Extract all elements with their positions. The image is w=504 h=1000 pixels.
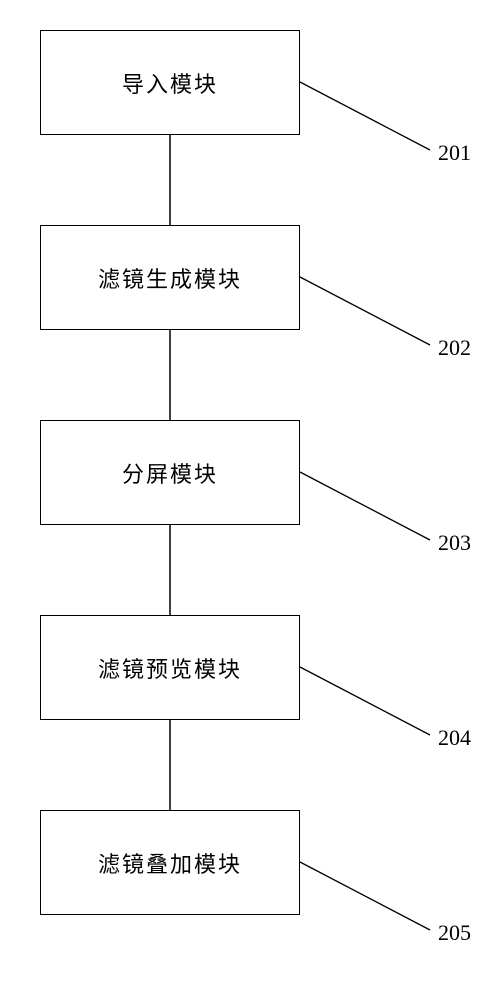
leader-202 (300, 277, 430, 345)
flow-node-label: 滤镜预览模块 (98, 652, 242, 684)
flow-node-split: 分屏模块 (40, 420, 300, 525)
leader-204 (300, 667, 430, 735)
diagram-canvas: 导入模块 滤镜生成模块 分屏模块 滤镜预览模块 滤镜叠加模块 201 202 2… (0, 0, 504, 1000)
flow-node-label: 滤镜叠加模块 (98, 847, 242, 879)
flow-node-import: 导入模块 (40, 30, 300, 135)
ref-label-204: 204 (438, 725, 471, 751)
flow-node-filter-gen: 滤镜生成模块 (40, 225, 300, 330)
flow-node-preview: 滤镜预览模块 (40, 615, 300, 720)
ref-label-203: 203 (438, 530, 471, 556)
flow-node-label: 导入模块 (122, 67, 218, 99)
ref-label-201: 201 (438, 140, 471, 166)
flow-node-label: 分屏模块 (122, 457, 218, 489)
leader-201 (300, 82, 430, 150)
ref-label-205: 205 (438, 920, 471, 946)
flow-node-overlay: 滤镜叠加模块 (40, 810, 300, 915)
leader-203 (300, 472, 430, 540)
ref-label-202: 202 (438, 335, 471, 361)
flow-node-label: 滤镜生成模块 (98, 262, 242, 294)
leader-205 (300, 862, 430, 930)
